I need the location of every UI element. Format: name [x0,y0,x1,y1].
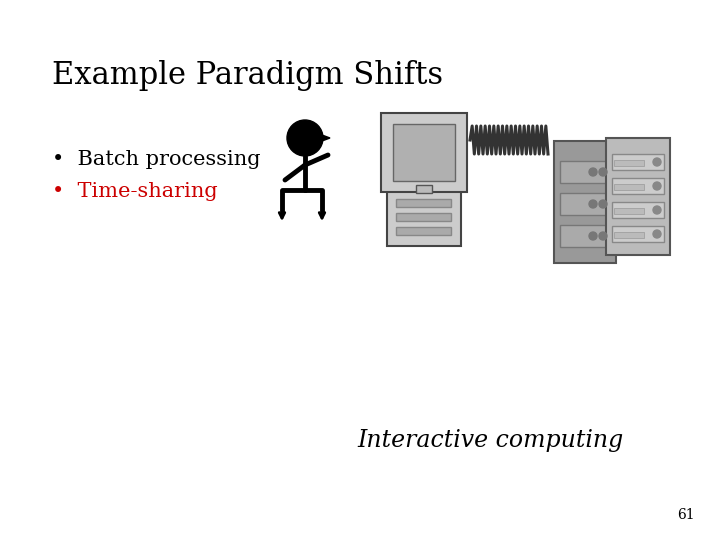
Bar [612,202,664,218]
Bar [560,225,610,247]
FancyBboxPatch shape [387,186,461,246]
Circle shape [599,168,607,176]
Circle shape [653,206,661,214]
Bar [614,160,644,166]
FancyBboxPatch shape [606,138,670,255]
Text: 61: 61 [678,508,695,522]
Text: •  Batch processing: • Batch processing [52,150,261,169]
Bar [393,124,455,181]
Bar [612,178,664,194]
FancyBboxPatch shape [381,113,467,192]
Bar [614,232,644,238]
Bar [560,193,610,215]
Polygon shape [314,132,330,144]
Bar [614,184,644,190]
Text: Example Paradigm Shifts: Example Paradigm Shifts [52,60,443,91]
Bar [396,213,451,221]
FancyBboxPatch shape [554,141,616,263]
Circle shape [287,120,323,156]
Circle shape [653,182,661,190]
Circle shape [653,230,661,238]
Bar [614,208,644,214]
Bar [612,154,664,170]
Circle shape [599,232,607,240]
Bar [396,199,451,207]
Circle shape [589,168,597,176]
Bar [416,185,432,193]
Bar [396,227,451,235]
Circle shape [599,200,607,208]
Bar [612,226,664,242]
Circle shape [653,158,661,166]
Text: Interactive computing: Interactive computing [357,429,623,452]
Circle shape [589,200,597,208]
Text: •  Time-sharing: • Time-sharing [52,182,217,201]
Circle shape [589,232,597,240]
Bar [560,161,610,183]
